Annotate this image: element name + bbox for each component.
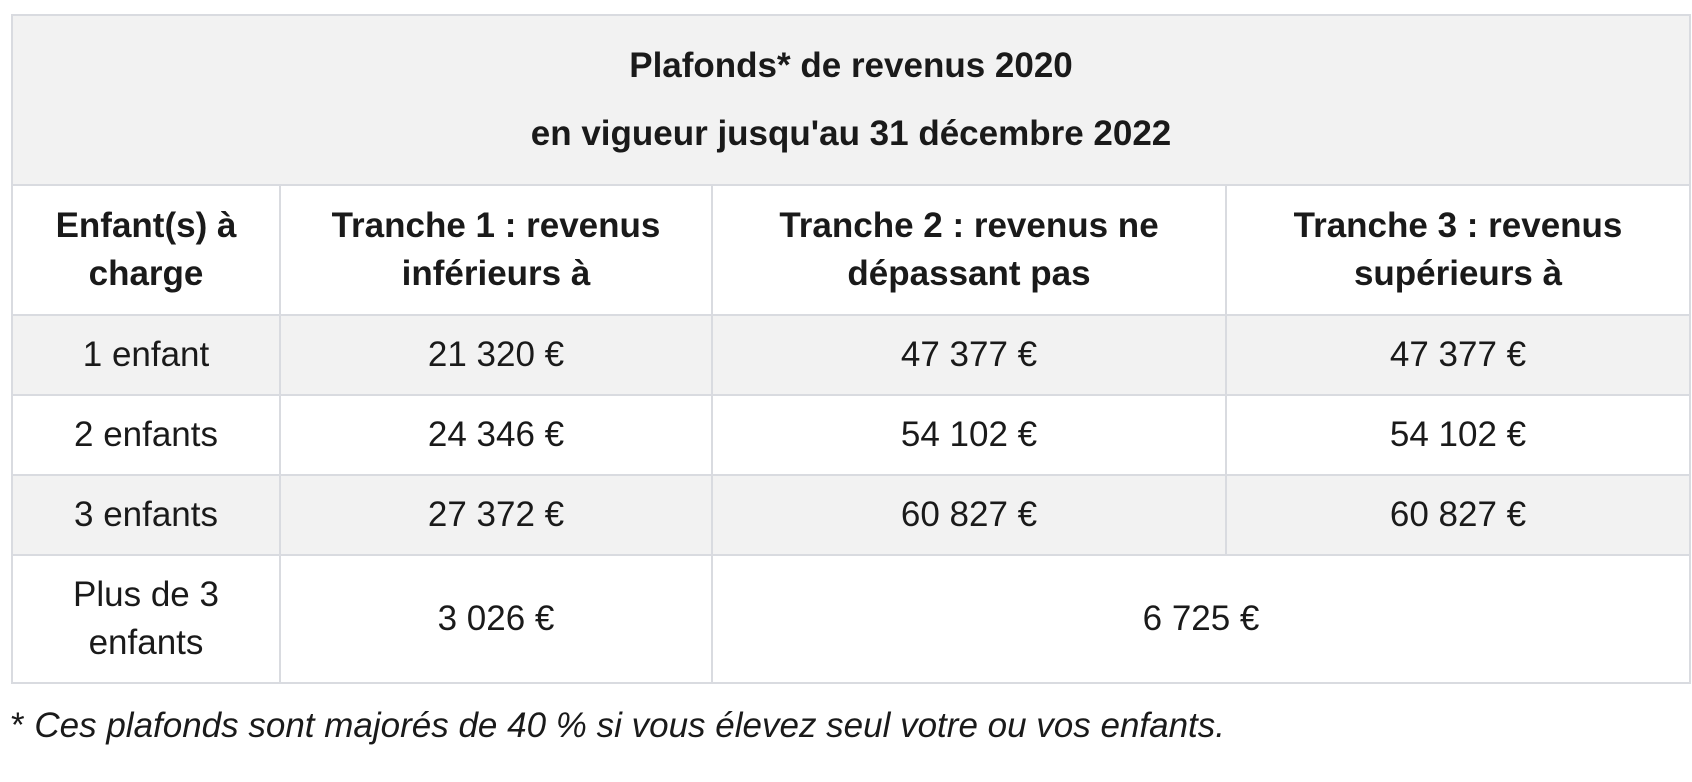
footnote-asterisk: *: [11, 706, 25, 745]
table-row: 2 enfants 24 346 € 54 102 € 54 102 €: [11, 394, 1692, 476]
cell-children: 3 enfants: [11, 474, 281, 556]
cell-tranche-1: 3 026 €: [279, 554, 713, 684]
cell-children: 1 enfant: [11, 314, 281, 396]
cell-tranche-3: 54 102 €: [1224, 394, 1692, 476]
cell-children: 2 enfants: [11, 394, 281, 476]
column-header-tranche-3: Tranche 3 : revenus supérieurs à: [1224, 184, 1692, 316]
column-header-tranche-2: Tranche 2 : revenus ne dépassant pas: [711, 184, 1227, 316]
income-ceilings-section: Plafonds* de revenus 2020 en vigueur jus…: [10, 14, 1692, 748]
cell-tranche-1: 27 372 €: [279, 474, 713, 556]
footnote: * Ces plafonds sont majorés de 40 % si v…: [11, 704, 1689, 748]
column-header-tranche-1: Tranche 1 : revenus inférieurs à: [279, 184, 713, 316]
table-title: Plafonds* de revenus 2020 en vigueur jus…: [10, 14, 1692, 186]
table-row-more-than-3: Plus de 3 enfants 3 026 € 6 725 €: [11, 554, 1692, 684]
cell-tranche-2-3-merged: 6 725 €: [710, 554, 1692, 684]
table-row: 1 enfant 21 320 € 47 377 € 47 377 €: [11, 314, 1692, 396]
cell-tranche-1: 24 346 €: [279, 394, 713, 476]
cell-tranche-2: 47 377 €: [711, 314, 1227, 396]
cell-tranche-2: 54 102 €: [711, 394, 1227, 476]
cell-tranche-2: 60 827 €: [711, 474, 1227, 556]
table-header-row: Enfant(s) à charge Tranche 1 : revenus i…: [11, 184, 1692, 316]
table-title-line-2: en vigueur jusqu'au 31 décembre 2022: [530, 114, 1172, 153]
cell-tranche-3: 60 827 €: [1224, 474, 1692, 556]
cell-children: Plus de 3 enfants: [11, 554, 281, 684]
footnote-text: Ces plafonds sont majorés de 40 % si vou…: [34, 706, 1226, 745]
income-ceilings-table: Plafonds* de revenus 2020 en vigueur jus…: [10, 14, 1692, 684]
column-header-children: Enfant(s) à charge: [11, 184, 281, 316]
cell-tranche-1: 21 320 €: [279, 314, 713, 396]
cell-tranche-3: 47 377 €: [1224, 314, 1692, 396]
table-row: 3 enfants 27 372 € 60 827 € 60 827 €: [11, 474, 1692, 556]
table-title-line-1: Plafonds* de revenus 2020: [629, 46, 1073, 85]
table-title-row: Plafonds* de revenus 2020 en vigueur jus…: [10, 14, 1692, 186]
